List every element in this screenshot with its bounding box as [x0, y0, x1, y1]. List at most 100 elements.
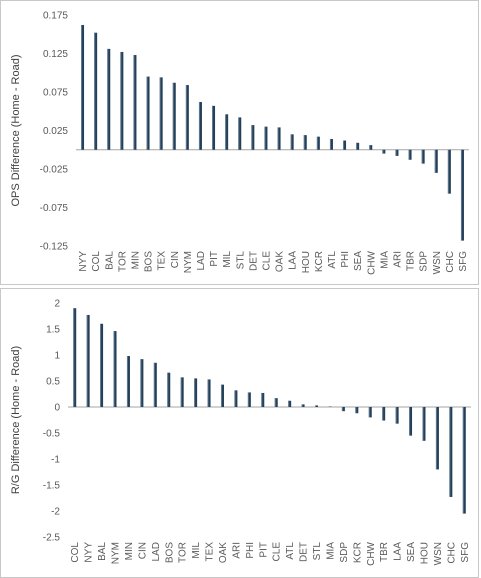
x-tick-label: CHC — [445, 251, 456, 273]
bar-cle — [264, 126, 268, 150]
x-tick-label: CIN — [137, 542, 148, 559]
x-tick-label: WSN — [433, 542, 444, 565]
bar-wsn — [434, 149, 438, 173]
bar-highlight — [198, 102, 200, 150]
x-tick-label: COL — [91, 251, 102, 272]
y-tick-label: 1.5 — [46, 325, 60, 336]
bar-highlight — [107, 48, 109, 150]
bar-highlight — [316, 136, 318, 150]
x-tick-label: OAK — [218, 542, 229, 563]
x-tick-label: TEX — [157, 251, 168, 271]
x-tick-label: NYM — [183, 251, 194, 273]
bar-highlight — [449, 407, 451, 497]
bar-highlight — [343, 140, 345, 150]
bar-highlight — [207, 379, 209, 407]
bar-highlight — [341, 407, 343, 412]
x-tick-label: NYM — [111, 542, 122, 564]
bar-highlight — [225, 114, 227, 150]
y-tick-label: 0.075 — [43, 88, 68, 99]
bar-phi — [247, 392, 251, 407]
bar-highlight — [86, 314, 88, 407]
y-tick-label: -0.075 — [40, 203, 69, 214]
bar-bos — [167, 372, 171, 407]
bar-highlight — [408, 149, 410, 160]
x-tick-label: NYY — [78, 251, 89, 272]
y-tick-label: -0.125 — [40, 242, 69, 253]
bar-highlight — [290, 134, 292, 150]
ops-chart-panel: OPS Difference (Home - Road) 0.175 0.125 0.… — [0, 0, 479, 285]
bar-atl — [288, 400, 292, 407]
bar-highlight — [100, 323, 102, 407]
x-tick-label: SFG — [460, 542, 471, 563]
x-tick-label: HOU — [419, 542, 430, 564]
bar-highlight — [382, 407, 384, 421]
bar-highlight — [435, 407, 437, 470]
x-tick-label: LAD — [151, 542, 162, 561]
bar-bal — [100, 323, 104, 407]
y-tick-label: -2 — [51, 507, 60, 518]
x-tick-label: CIN — [170, 251, 181, 268]
x-tick-label: CHW — [366, 541, 377, 565]
x-tick-label: LAA — [393, 542, 404, 561]
bar-highlight — [264, 126, 266, 150]
bar-highlight — [460, 149, 462, 241]
x-tick-label: MIA — [325, 542, 336, 560]
rg-difference-chart: R/G Difference (Home - Road) 2 1.5 1 0.5 0 -0.… — [10, 299, 471, 566]
bar-highlight — [329, 138, 331, 150]
bar-phi — [343, 140, 347, 150]
bar-highlight — [238, 117, 240, 150]
bar-highlight — [113, 331, 115, 407]
x-tick-label: TBR — [406, 251, 417, 271]
x-tick-label: KCR — [314, 251, 325, 272]
y-tick-label: -1.5 — [43, 481, 61, 492]
bar-highlight — [382, 149, 384, 154]
y-tick-label: 0.025 — [43, 126, 68, 137]
x-tick-label: BOS — [144, 251, 155, 272]
x-tick-label: ARI — [231, 542, 242, 559]
x-tick-label: HOU — [301, 251, 312, 273]
y-tick-label: 0.125 — [43, 49, 68, 60]
rg-chart-panel: R/G Difference (Home - Road) 2 1.5 1 0.5 0 -0.… — [0, 288, 479, 578]
bar-highlight — [247, 392, 249, 407]
bar-highlight — [328, 406, 330, 407]
x-tick-label: TBR — [379, 542, 390, 562]
bar-chc — [449, 407, 453, 497]
x-tick-label: STL — [312, 542, 323, 561]
bar-highlight — [409, 407, 411, 436]
x-tick-label: CHW — [366, 250, 377, 274]
bar-highlight — [120, 51, 122, 150]
x-tick-label: STL — [235, 251, 246, 270]
bar-chw — [369, 145, 373, 150]
bar-tbr — [408, 149, 412, 160]
bar-highlight — [462, 407, 464, 514]
bar-ari — [395, 149, 399, 156]
x-tick-label: PIT — [209, 251, 220, 267]
bar-highlight — [185, 85, 187, 150]
bar-det — [301, 404, 305, 407]
x-tick-label: SFG — [458, 251, 469, 272]
bar-highlight — [172, 82, 174, 150]
bar-sdp — [341, 407, 345, 412]
bar-highlight — [261, 392, 263, 407]
bar-sfg — [460, 149, 464, 241]
x-tick-label: KCR — [352, 542, 363, 563]
bar-highlight — [301, 404, 303, 407]
bar-min — [126, 356, 130, 407]
x-tick-label: ATL — [285, 542, 296, 560]
bar-oak — [277, 127, 281, 150]
bar-highlight — [180, 377, 182, 407]
bar-highlight — [355, 407, 357, 414]
bar-highlight — [133, 55, 135, 150]
bar-min — [133, 55, 137, 150]
x-tick-label: CLE — [261, 251, 272, 271]
bar-chw — [368, 407, 372, 418]
x-tick-label: BAL — [97, 542, 108, 561]
bar-tor — [120, 51, 124, 150]
bar-bos — [146, 76, 150, 150]
bar-highlight — [220, 384, 222, 407]
bar-lad — [153, 362, 157, 407]
bar-highlight — [421, 149, 423, 164]
bar-highlight — [274, 398, 276, 407]
bar-stl — [315, 405, 319, 407]
